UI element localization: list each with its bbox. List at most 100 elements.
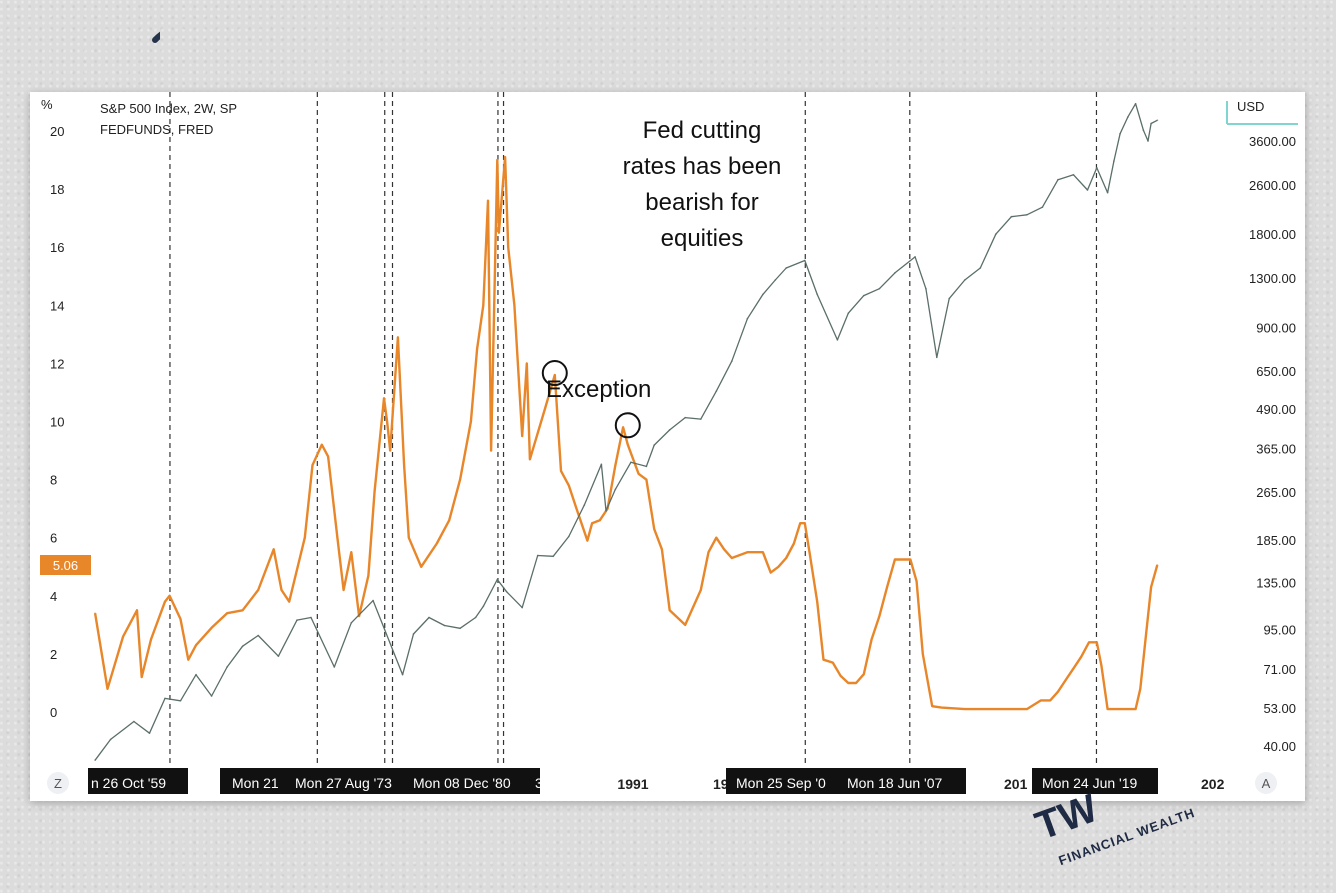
sp500-data-point [1142,129,1145,132]
fedfunds-data-point [645,478,648,481]
sp500-data-point [785,267,788,269]
right-axis-currency: USD [1237,99,1264,114]
left-axis-tick-label: 4 [50,589,57,604]
fedfunds-data-point [614,464,617,466]
sp500-data-point [684,416,687,419]
fedfunds-data-point [187,658,190,661]
sp500-data-point [914,256,916,258]
sp500-data-point [1112,160,1115,163]
fedfunds-data-point [272,548,275,551]
fedfunds-data-point [1126,708,1129,710]
sp500-data-point [412,633,415,635]
annotation-fed-cutting-line: equities [661,225,744,252]
fedfunds-data-point [940,706,943,709]
right-axis-tick-label: 71.00 [1263,662,1296,677]
sp500-data-point [148,732,151,735]
fedfunds-data-point [1039,699,1042,702]
date-flag-label: Mon 21 [232,775,279,791]
sp500-data-point [109,738,112,741]
date-flag-bar [726,768,966,794]
sp500-data-point [583,504,586,506]
fedfunds-data-point [915,580,918,583]
fedfunds-data-point [122,635,124,638]
fedfunds-data-point [793,542,795,545]
left-axis-tick-label: 16 [50,240,64,255]
x-axis-year-label: 202 [1201,776,1225,792]
fedfunds-data-point [504,156,506,159]
sp500-data-point [979,267,982,269]
left-axis-tick-label: 2 [50,647,57,662]
fedfunds-data-point [459,478,461,481]
sp500-data-point [496,578,499,581]
fedfunds-data-point [1100,664,1103,667]
sp500-data-point [164,697,166,700]
zoom-button[interactable] [47,772,69,794]
fedfunds-data-point [280,589,283,591]
fedfunds-data-point [921,653,924,655]
fedfunds-series-line [93,155,1159,711]
sp500-data-point [715,390,718,393]
date-flag-label: 35 [535,775,551,791]
fedfunds-data-point [870,638,873,641]
fedfunds-data-point [241,609,244,612]
sp500-data-point [474,616,477,619]
fedfunds-data-point [761,551,764,554]
sp500-data-point [133,720,135,723]
fedfunds-data-point [661,548,663,551]
sp500-data-point [746,317,749,320]
right-axis-tick-label: 650.00 [1256,364,1296,379]
x-axis-year-label: 201 [1004,776,1028,792]
fedfunds-data-point [403,464,406,466]
chart-svg: % 0 2 4 6 8 10 12 14 16 18 20 5.06 USD 3600.00 2600.00 1… [40,92,1298,794]
sp500-data-point [774,279,777,281]
sp500-data-point [948,297,951,300]
right-axis-tick-label: 40.00 [1263,739,1296,754]
current-value-label: 5.06 [53,558,78,573]
fedfunds-data-point [1139,687,1142,690]
sp500-data-point [761,293,764,296]
sp500-data-point [536,554,539,557]
fedfunds-data-point [487,199,489,202]
sp500-data-point [1134,102,1137,105]
left-axis-unit: % [41,97,53,112]
fedfunds-data-point [803,522,806,525]
right-axis-tick-label: 900.00 [1256,320,1296,335]
sp500-data-point [482,605,485,608]
sp500-data-point [210,695,213,697]
fedfunds-data-point [257,589,260,591]
sp500-data-point [803,259,806,262]
fedfunds-data-point [575,507,578,510]
fedfunds-data-point [994,708,997,710]
fedfunds-data-point [350,551,353,554]
current-value-tag [40,555,91,575]
fedfunds-data-point [785,557,788,559]
sp500-data-point [1156,119,1159,122]
auto-scale-button[interactable] [1255,772,1277,794]
sp500-data-point [699,418,702,420]
fedfunds-data-point [777,565,780,568]
fedfunds-data-point [730,557,733,559]
sp500-data-point [521,606,524,609]
fedfunds-data-point [1150,586,1153,588]
fedfunds-data-point [1106,708,1109,710]
fedfunds-data-point [1049,699,1052,702]
right-axis-tick-label: 265.00 [1256,485,1296,500]
fedfunds-data-point [507,246,510,249]
fedfunds-data-point [303,536,306,539]
sp500-data-point [443,624,446,627]
annotation-fed-cutting-line: rates has been [623,153,782,180]
right-axis-tick-label: 95.00 [1263,623,1296,638]
fedfunds-data-point [893,558,896,561]
fedfunds-data-point [598,519,601,522]
fedfunds-data-point [420,565,423,568]
auto-scale-button-label: A [1262,776,1271,791]
fedfunds-data-point [1144,644,1146,647]
sp500-data-point [893,271,896,274]
sp500-data-point [333,666,336,668]
sp500-data-point [1010,215,1013,218]
fedfunds-data-point [513,304,516,307]
fedfunds-data-point [288,600,291,603]
sp500-data-point [179,699,182,702]
right-axis-tick-label: 3600.00 [1249,134,1296,149]
fedfunds-data-point [1088,641,1090,644]
